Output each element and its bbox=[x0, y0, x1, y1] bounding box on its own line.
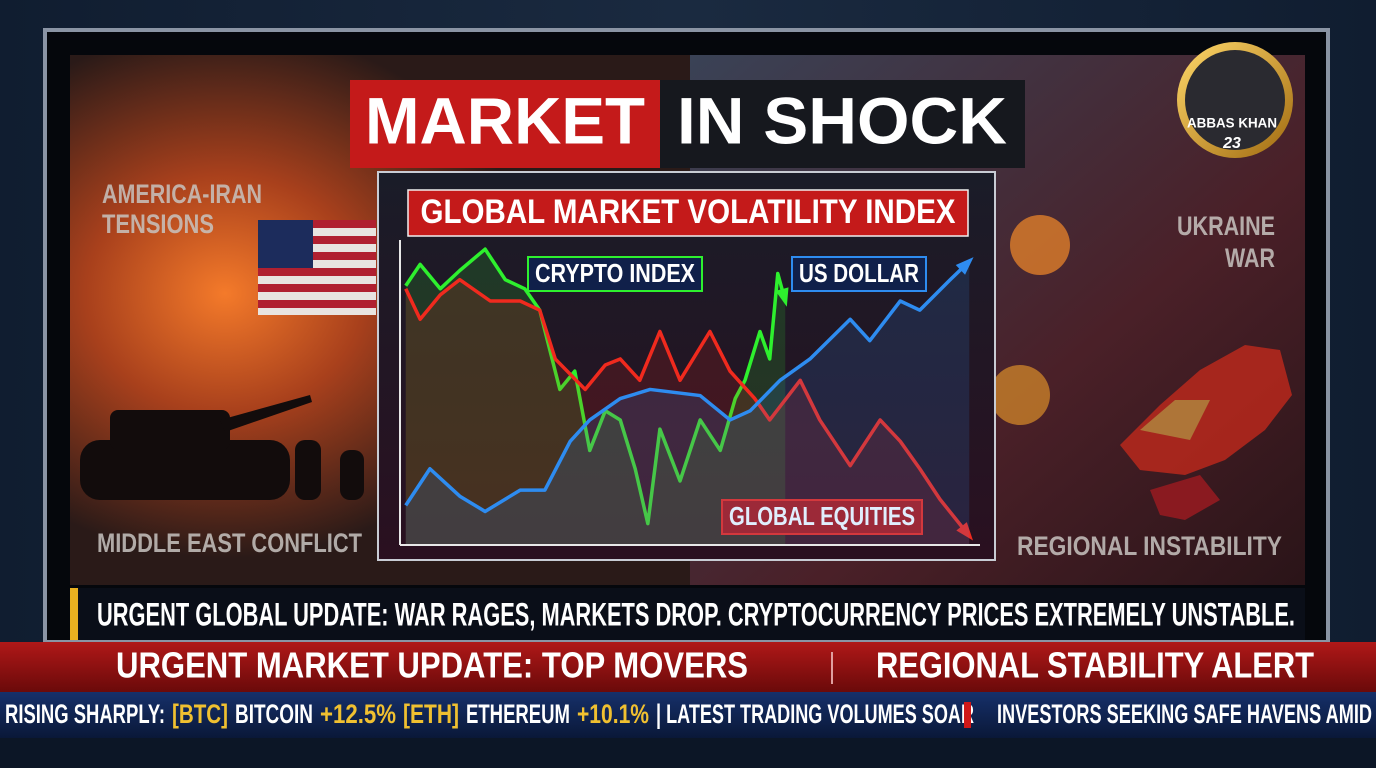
alert-left: URGENT MARKET UPDATE: TOP MOVERS bbox=[116, 645, 748, 686]
bottom-ticker-bg bbox=[0, 692, 1376, 738]
ticker-segment: +10.1% bbox=[577, 699, 649, 729]
side-label: MIDDLE EAST CONFLICT bbox=[97, 528, 362, 558]
series-label-box bbox=[527, 256, 703, 292]
footer-bg bbox=[0, 738, 1376, 768]
title-part2: IN SHOCK bbox=[677, 83, 1007, 157]
news-ticker-bg bbox=[70, 588, 1305, 640]
title-part1: MARKET bbox=[365, 83, 645, 157]
side-label: REGIONAL INSTABILITY bbox=[1017, 531, 1282, 561]
ticker-accent bbox=[70, 588, 78, 640]
ticker-segment: BITCOIN bbox=[235, 699, 313, 729]
ticker-segment: [ETH] bbox=[403, 699, 459, 729]
legend-label: GLOBAL EQUITIES bbox=[729, 501, 915, 531]
ticker-right: INVESTORS SEEKING SAFE HAVENS AMID bbox=[997, 699, 1372, 729]
news-ticker: URGENT GLOBAL UPDATE: WAR RAGES, MARKETS… bbox=[97, 596, 1295, 632]
tank-silhouette bbox=[80, 395, 364, 500]
chart-title-box bbox=[407, 189, 969, 237]
arrowhead bbox=[956, 522, 974, 541]
side-label: AMERICA-IRAN bbox=[102, 179, 262, 209]
series-area bbox=[405, 249, 786, 545]
ticker-segment: +12.5% bbox=[320, 699, 396, 729]
series-line bbox=[404, 260, 971, 514]
series-area bbox=[405, 261, 970, 545]
ticker-segment: RISING SHARPLY: bbox=[5, 699, 165, 729]
map bbox=[990, 215, 1292, 520]
us-flag bbox=[258, 220, 376, 315]
ticker-segment: ETHEREUM bbox=[466, 699, 570, 729]
alert-bar bbox=[0, 642, 1376, 692]
series-line bbox=[404, 247, 787, 526]
series-label-box bbox=[791, 256, 927, 292]
series-area bbox=[405, 279, 970, 545]
badge-face bbox=[1185, 50, 1285, 150]
side-label: TENSIONS bbox=[102, 209, 214, 239]
ticker-separator bbox=[964, 702, 971, 728]
chart-title: GLOBAL MARKET VOLATILITY INDEX bbox=[421, 193, 956, 231]
side-label: UKRAINE bbox=[1177, 211, 1275, 241]
title-box-red bbox=[350, 80, 660, 168]
series-label-box bbox=[721, 499, 923, 535]
ticker-segment: | LATEST TRADING VOLUMES SOAR bbox=[656, 699, 974, 729]
side-label: WAR bbox=[1225, 243, 1275, 273]
badge-name: ABBAS KHAN bbox=[1187, 115, 1277, 131]
title-box-dark bbox=[660, 80, 1025, 168]
arrowhead bbox=[955, 257, 974, 275]
ticker-segment: [BTC] bbox=[172, 699, 228, 729]
legend-label: CRYPTO INDEX bbox=[535, 258, 696, 288]
series-line bbox=[404, 277, 971, 537]
alert-right: REGIONAL STABILITY ALERT bbox=[876, 645, 1314, 686]
badge-number: 23 bbox=[1222, 135, 1241, 152]
arrowhead bbox=[775, 287, 789, 307]
legend-label: US DOLLAR bbox=[799, 258, 919, 288]
